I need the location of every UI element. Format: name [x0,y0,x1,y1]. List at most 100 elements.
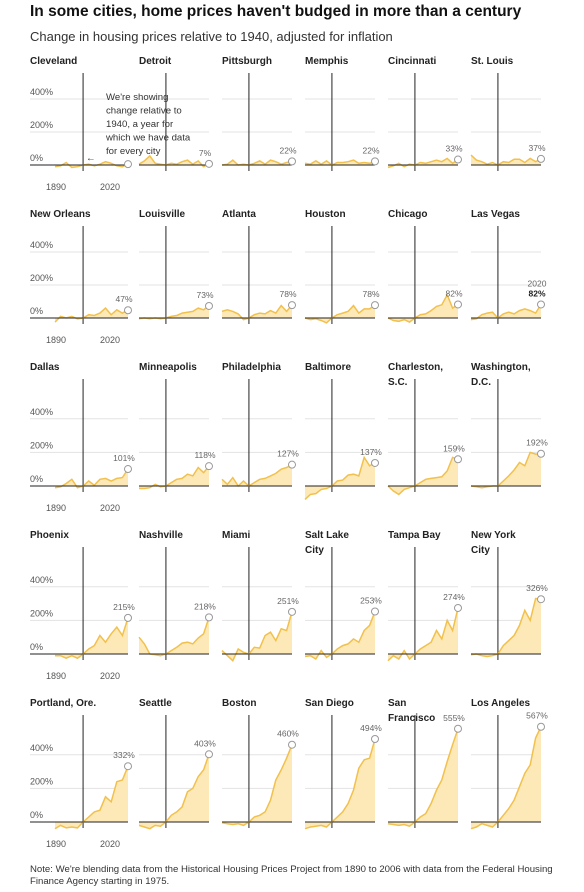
x-tick-label: 2020 [100,335,120,345]
value-label: 47% [115,294,132,304]
price-line [221,159,293,166]
area-fill [471,304,541,320]
city-chart-dallas: 101% Dallas 0% 200% 400% 1890 [30,362,135,513]
price-line [470,726,542,830]
end-marker [124,160,132,169]
end-marker [454,155,462,164]
area-fill [55,617,128,659]
end-marker [371,607,379,616]
value-label: 218% [194,601,216,611]
area-fill [471,155,541,165]
value-label: 274% [443,592,465,602]
price-line [387,607,459,662]
value-label: 567% [526,711,548,721]
city-name: Nashville [139,530,183,541]
city-name: Chicago [388,209,427,220]
page-subtitle: Change in housing prices relative to 194… [30,29,393,44]
city-name: Atlanta [222,209,256,220]
area-fill [222,611,292,661]
city-chart-minneapolis: 118% Minneapolis 2020 [100,362,216,513]
price-line [470,154,542,166]
end-marker [454,724,462,733]
city-chart-san-francisco: 555% San Francisco [387,698,465,828]
price-line [139,465,210,490]
area-fill [139,466,209,489]
city-name: Miami [222,530,251,541]
city-name: Francisco [388,713,435,724]
price-line [304,304,376,324]
price-line [54,765,129,830]
x-tick-label: 2020 [100,503,120,513]
city-name: Salt Lake [305,530,349,541]
value-label: 494% [360,723,382,733]
end-marker [205,613,213,622]
city-name: Louisville [139,209,186,220]
end-marker [537,449,545,458]
city-chart-detroit: 7% Detroit 2020 [100,56,213,192]
area-fill [139,306,209,319]
area-fill [471,598,541,657]
y-tick-label: 0% [30,153,43,163]
price-line [470,597,542,658]
y-tick-label: 400% [30,240,53,250]
area-fill [55,766,128,829]
value-label: 78% [279,289,296,299]
value-label: 332% [113,750,135,760]
end-marker [371,301,379,310]
end-marker [537,595,545,604]
city-chart-memphis: 22% Memphis [304,56,380,171]
city-name: Detroit [139,56,172,67]
y-tick-label: 200% [30,440,53,450]
value-label: 82% [528,288,545,298]
annotation-line: for every city [106,146,161,157]
end-marker [288,460,296,469]
city-chart-boston: 460% Boston [221,698,299,828]
value-label: 192% [526,438,548,448]
annotation-line: 1940, a year for [106,119,174,130]
price-line [387,293,459,323]
y-tick-label: 400% [30,575,53,585]
city-name: Boston [222,698,256,709]
value-label: 33% [445,144,462,154]
price-line [304,738,376,830]
city-chart-new-york-city: 326% New York City [470,530,548,660]
area-fill [471,726,541,829]
city-name: New Orleans [30,209,91,220]
city-chart-new-orleans: 47% New Orleans 0% 200% 400% 1890 [30,209,133,345]
end-marker [288,157,296,166]
area-fill [388,728,458,827]
city-chart-baltimore: 137% Baltimore [304,362,382,500]
city-name: Portland, Ore. [30,698,96,709]
value-label: 403% [194,738,216,748]
y-tick-label: 400% [30,407,53,417]
city-name: S.C. [388,377,408,388]
city-chart-phoenix: 215% Phoenix 0% 200% 400% 1890 [30,530,135,681]
end-marker [205,462,213,471]
value-label: 73% [196,290,213,300]
city-chart-chicago: 82% Chicago [387,209,463,324]
city-name: Washington, [471,362,531,373]
x-tick-label: 1890 [46,671,66,681]
city-chart-tampa-bay: 274% Tampa Bay [387,530,465,662]
area-fill [388,608,458,661]
value-label: 253% [360,595,382,605]
value-label: 127% [277,449,299,459]
end-marker [454,603,462,612]
annotation-line: We're showing [106,92,168,103]
city-name: Dallas [30,362,60,373]
end-marker [371,735,379,744]
area-fill [55,469,128,488]
price-line [138,754,210,830]
area-fill [388,457,458,495]
end-marker [124,306,132,315]
city-chart-atlanta: 78% Atlanta [221,209,297,324]
city-name: D.C. [471,377,491,388]
y-tick-label: 200% [30,608,53,618]
y-tick-label: 400% [30,87,53,97]
city-chart-cleveland: Cleveland 0% 200% 400% 1890 [30,56,132,192]
y-tick-label: 400% [30,743,53,753]
x-tick-label: 2020 [100,839,120,849]
y-tick-label: 200% [30,776,53,786]
end-marker [288,740,296,749]
end-marker [124,465,132,474]
